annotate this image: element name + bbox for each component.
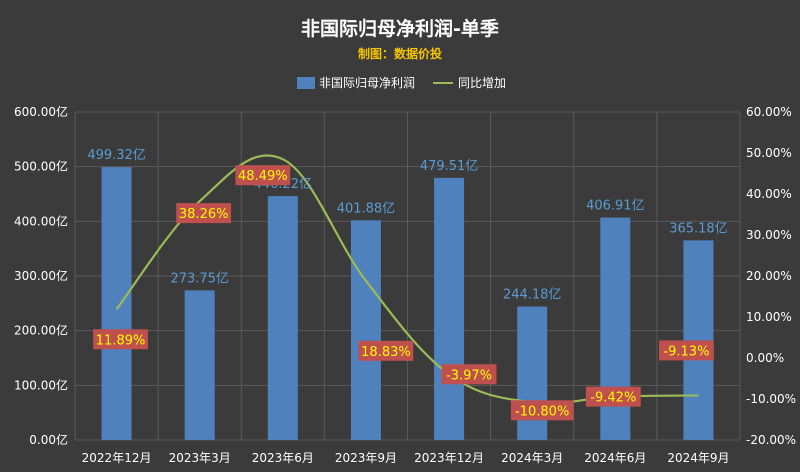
line-data-label-box xyxy=(93,329,148,350)
chart-subtitle: 制图：数据价投 xyxy=(358,46,442,61)
x-tick-label: 2022年12月 xyxy=(82,451,152,465)
y-right-tick-label: 20.00% xyxy=(746,269,792,283)
bar-data-label: 406.91亿 xyxy=(586,199,645,214)
y-right-tick-label: -10.00% xyxy=(746,392,796,406)
line-data-label-box xyxy=(510,400,574,421)
line-data-label-box xyxy=(441,364,497,385)
line-data-label-box xyxy=(659,340,714,361)
bar xyxy=(267,196,298,440)
y-left-tick-label: 300.00亿 xyxy=(14,268,68,283)
line-data-label-box xyxy=(358,340,414,361)
line-data-label-box xyxy=(176,203,232,224)
line-data-label-box xyxy=(235,165,291,186)
x-tick-label: 2023年3月 xyxy=(169,451,231,465)
axes-layer: 0.00亿 100.00亿 200.00亿 300.00亿 400.00亿 500.00亿… xyxy=(14,104,796,465)
bar-data-label: 499.32亿 xyxy=(87,148,146,163)
line-data-label: -9.13% xyxy=(663,344,709,359)
labels-layer: 499.32亿273.75亿446.22亿401.88亿479.51亿244.1… xyxy=(87,148,728,421)
y-right-tick-label: 40.00% xyxy=(746,187,792,201)
x-tick-label: 2024年3月 xyxy=(501,451,563,465)
y-right-tick-label: 30.00% xyxy=(746,228,792,242)
bar-data-label: 365.18亿 xyxy=(669,221,728,236)
y-right-tick-label: 0.00% xyxy=(746,351,784,365)
x-tick-label: 2023年9月 xyxy=(335,451,397,465)
x-tick-label: 2024年6月 xyxy=(584,451,646,465)
legend-bar-swatch xyxy=(297,77,315,89)
bar xyxy=(434,177,465,441)
bar-data-label: 273.75亿 xyxy=(170,271,229,286)
legend-bar-label: 非国际归母净利润 xyxy=(319,76,415,90)
y-left-tick-label: 0.00亿 xyxy=(29,432,68,447)
y-left-tick-label: 100.00亿 xyxy=(14,377,68,392)
y-right-tick-label: 10.00% xyxy=(746,310,792,324)
y-left-tick-label: 600.00亿 xyxy=(14,104,68,119)
y-left-tick-label: 200.00亿 xyxy=(14,323,68,338)
chart-title: 非国际归母净利润-单季 xyxy=(301,17,499,40)
bar xyxy=(600,217,631,440)
line-data-label: 18.83% xyxy=(361,345,411,360)
line-data-label: -10.80% xyxy=(515,404,569,419)
x-tick-label: 2023年12月 xyxy=(414,451,484,465)
bar-data-label: 244.18亿 xyxy=(503,288,562,303)
x-tick-label: 2023年6月 xyxy=(252,451,314,465)
legend-line-label: 同比增加 xyxy=(458,76,506,90)
y-right-tick-label: 60.00% xyxy=(746,105,792,119)
bar-data-label: 479.51亿 xyxy=(420,159,479,174)
bar xyxy=(184,290,215,440)
line-data-label: -3.97% xyxy=(446,368,492,383)
bar-data-label: 401.88亿 xyxy=(337,201,396,216)
bar xyxy=(683,240,714,440)
y-left-tick-label: 400.00亿 xyxy=(14,213,68,228)
y-right-tick-label: 50.00% xyxy=(746,146,792,160)
x-tick-label: 2024年9月 xyxy=(667,451,729,465)
line-data-label: 11.89% xyxy=(96,333,146,348)
bar xyxy=(350,220,381,440)
y-left-tick-label: 500.00亿 xyxy=(14,159,68,174)
bar xyxy=(101,167,132,441)
line-data-label-box xyxy=(585,386,641,407)
line-data-label: 48.49% xyxy=(238,169,288,184)
y-right-tick-label: -20.00% xyxy=(746,433,796,447)
line-data-label: 38.26% xyxy=(179,207,229,222)
line-data-label: -9.42% xyxy=(590,391,636,406)
legend: 非国际归母净利润 同比增加 xyxy=(297,76,506,90)
